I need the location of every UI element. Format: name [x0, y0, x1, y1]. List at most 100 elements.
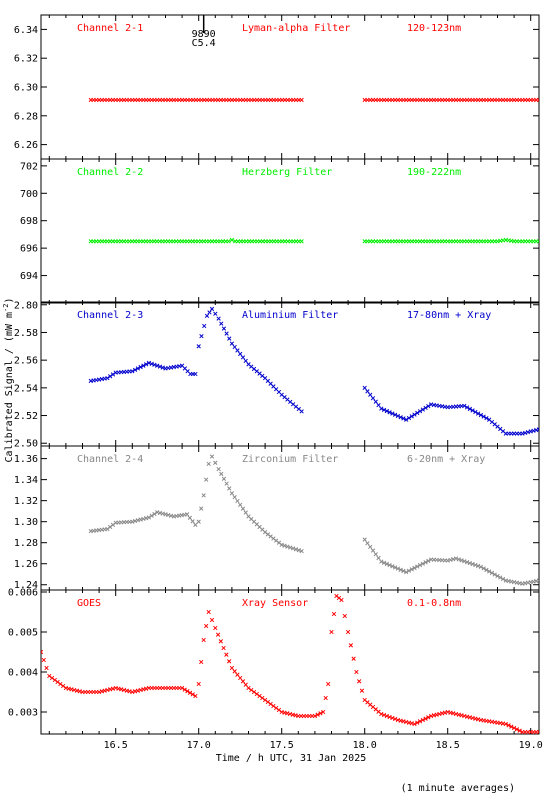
- y-tick-label: 6.28: [14, 111, 38, 122]
- data-point: [190, 519, 195, 524]
- data-point: [401, 568, 406, 574]
- data-point: [464, 560, 470, 565]
- data-point: [409, 567, 414, 572]
- data-point: [193, 693, 198, 699]
- data-point: [467, 560, 472, 566]
- data-point: [221, 326, 227, 331]
- data-point: [209, 306, 215, 312]
- data-point: [462, 403, 467, 408]
- data-point: [387, 714, 392, 720]
- data-point: [105, 376, 110, 381]
- data-point: [206, 609, 211, 615]
- data-point: [373, 552, 378, 557]
- y-tick-label: 2.80: [14, 300, 38, 311]
- data-point: [276, 707, 282, 713]
- data-point: [221, 645, 226, 651]
- data-point: [47, 673, 52, 679]
- data-series: [88, 97, 539, 103]
- data-point: [401, 416, 406, 421]
- data-point: [260, 695, 265, 701]
- data-point: [55, 679, 60, 685]
- data-point: [235, 672, 240, 677]
- x-tick-label: 19.0: [519, 740, 543, 751]
- y-tick-label: 2.52: [14, 411, 38, 422]
- data-point: [387, 410, 392, 415]
- data-point: [41, 649, 44, 655]
- data-point: [384, 713, 389, 719]
- data-point: [368, 392, 373, 397]
- panel-label-2: Lyman-alpha Filter: [242, 23, 350, 34]
- data-point: [141, 363, 146, 368]
- data-point: [282, 543, 287, 548]
- data-point: [342, 613, 347, 619]
- data-point: [475, 411, 481, 416]
- data-point: [135, 366, 140, 371]
- data-point: [285, 544, 290, 549]
- data-point: [204, 623, 209, 629]
- panel-label-1: Channel 2-3: [77, 310, 143, 321]
- data-point: [149, 513, 154, 518]
- y-tick-label: 6.34: [14, 25, 38, 36]
- data-point: [299, 97, 304, 103]
- panels-group: 6.26 6.28 6.30 6.32 6.34 Channel 2-1 Lyman-alp…: [8, 14, 543, 751]
- data-point: [536, 239, 539, 244]
- data-point: [406, 415, 412, 421]
- data-point: [489, 570, 495, 576]
- data-point: [160, 365, 165, 370]
- data-point: [484, 567, 489, 573]
- y-tick-label: 700: [20, 189, 38, 200]
- data-point: [481, 566, 486, 571]
- data-point: [498, 575, 503, 580]
- data-point: [379, 559, 384, 564]
- data-point: [423, 560, 428, 565]
- data-point: [229, 491, 235, 496]
- data-point: [251, 689, 257, 695]
- y-tick-label: 1.32: [14, 496, 38, 507]
- data-point: [199, 506, 204, 511]
- data-point: [503, 721, 508, 727]
- data-point: [467, 406, 472, 412]
- data-point: [376, 555, 381, 561]
- data-point: [224, 481, 229, 486]
- data-point: [412, 721, 417, 727]
- data-point: [218, 639, 223, 644]
- data-point: [149, 361, 154, 366]
- y-tick-label: 0.004: [8, 668, 38, 679]
- panel-label-1: Channel 2-4: [77, 454, 143, 465]
- data-point: [204, 313, 210, 318]
- data-point: [196, 681, 201, 687]
- y-tick-label: 2.58: [14, 328, 38, 339]
- data-point: [417, 562, 423, 568]
- data-point: [288, 545, 293, 550]
- data-point: [201, 493, 206, 498]
- data-point: [290, 546, 296, 551]
- data-point: [238, 351, 243, 357]
- data-point: [354, 669, 359, 675]
- data-point: [487, 569, 492, 574]
- data-point: [365, 389, 370, 394]
- data-point: [243, 510, 248, 515]
- data-point: [193, 371, 198, 377]
- data-point: [293, 547, 299, 552]
- data-point: [146, 515, 152, 520]
- data-point: [470, 561, 475, 567]
- data-point: [204, 477, 209, 482]
- data-point: [224, 652, 229, 657]
- data-point: [238, 675, 243, 681]
- data-point: [108, 374, 113, 379]
- y-tick-label: 6.26: [14, 140, 38, 151]
- data-point: [110, 372, 116, 377]
- data-point: [351, 656, 356, 661]
- data-point: [459, 558, 464, 563]
- data-point: [235, 348, 240, 353]
- data-point: [376, 403, 381, 408]
- data-point: [359, 688, 365, 693]
- data-point: [392, 565, 398, 570]
- x-tick-label: 18.0: [353, 740, 377, 751]
- data-point: [60, 683, 66, 689]
- averaging-note: (1 minute averages): [401, 783, 515, 794]
- data-point: [392, 716, 398, 722]
- data-point: [229, 341, 235, 346]
- data-point: [196, 519, 201, 524]
- y-tick-label: 702: [20, 161, 38, 172]
